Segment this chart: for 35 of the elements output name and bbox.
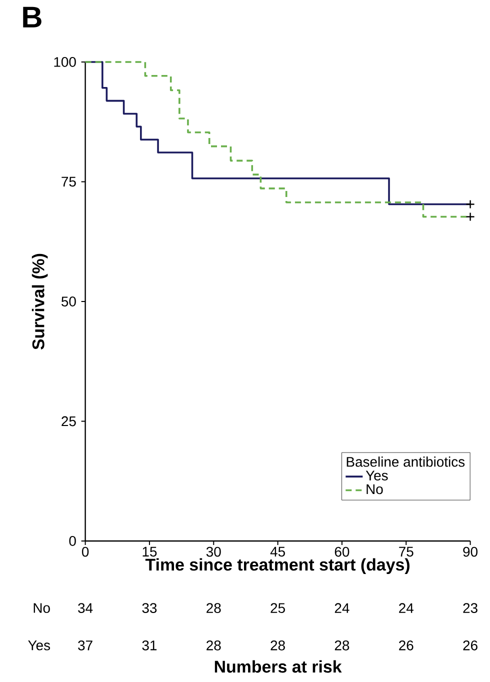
x-tick-label: 15 [142,546,156,557]
y-tick-label: 0 [69,536,76,546]
y-tick-label: 75 [62,176,76,187]
legend-label: Yes [366,470,388,480]
text: 24 [398,603,414,613]
y-tick-label: 50 [61,296,76,306]
y-tick-label: 100 [54,57,76,67]
text: 37 [78,640,92,650]
text: 33 [142,603,156,613]
text: 28 [206,640,221,650]
text: No [34,603,50,613]
text: Yes [28,640,50,650]
x-tick-label: 75 [398,546,414,557]
legend-label: No [366,484,383,494]
legend-title: Baseline antibiotics [346,456,464,467]
text: 34 [78,603,93,613]
text: 26 [398,640,414,650]
text: 25 [270,603,285,613]
x-axis-title: Time since treatment start (days) [145,558,410,574]
text: 28 [334,640,349,650]
y-tick-label: 25 [62,416,76,426]
chart-title: B [23,6,42,28]
x-tick-label: 60 [334,546,350,557]
text: 28 [270,640,285,650]
text: Numbers at risk [214,660,342,673]
text: 26 [463,640,478,650]
text: 23 [463,603,478,613]
y-axis-title: Survival (%) [32,254,48,350]
text: 24 [334,603,350,613]
x-tick-label: 30 [206,546,221,557]
text: 31 [142,640,156,650]
x-tick-label: 90 [463,546,478,557]
x-tick-label: 0 [82,546,88,557]
text: 28 [206,603,221,613]
x-tick-label: 45 [270,546,285,557]
